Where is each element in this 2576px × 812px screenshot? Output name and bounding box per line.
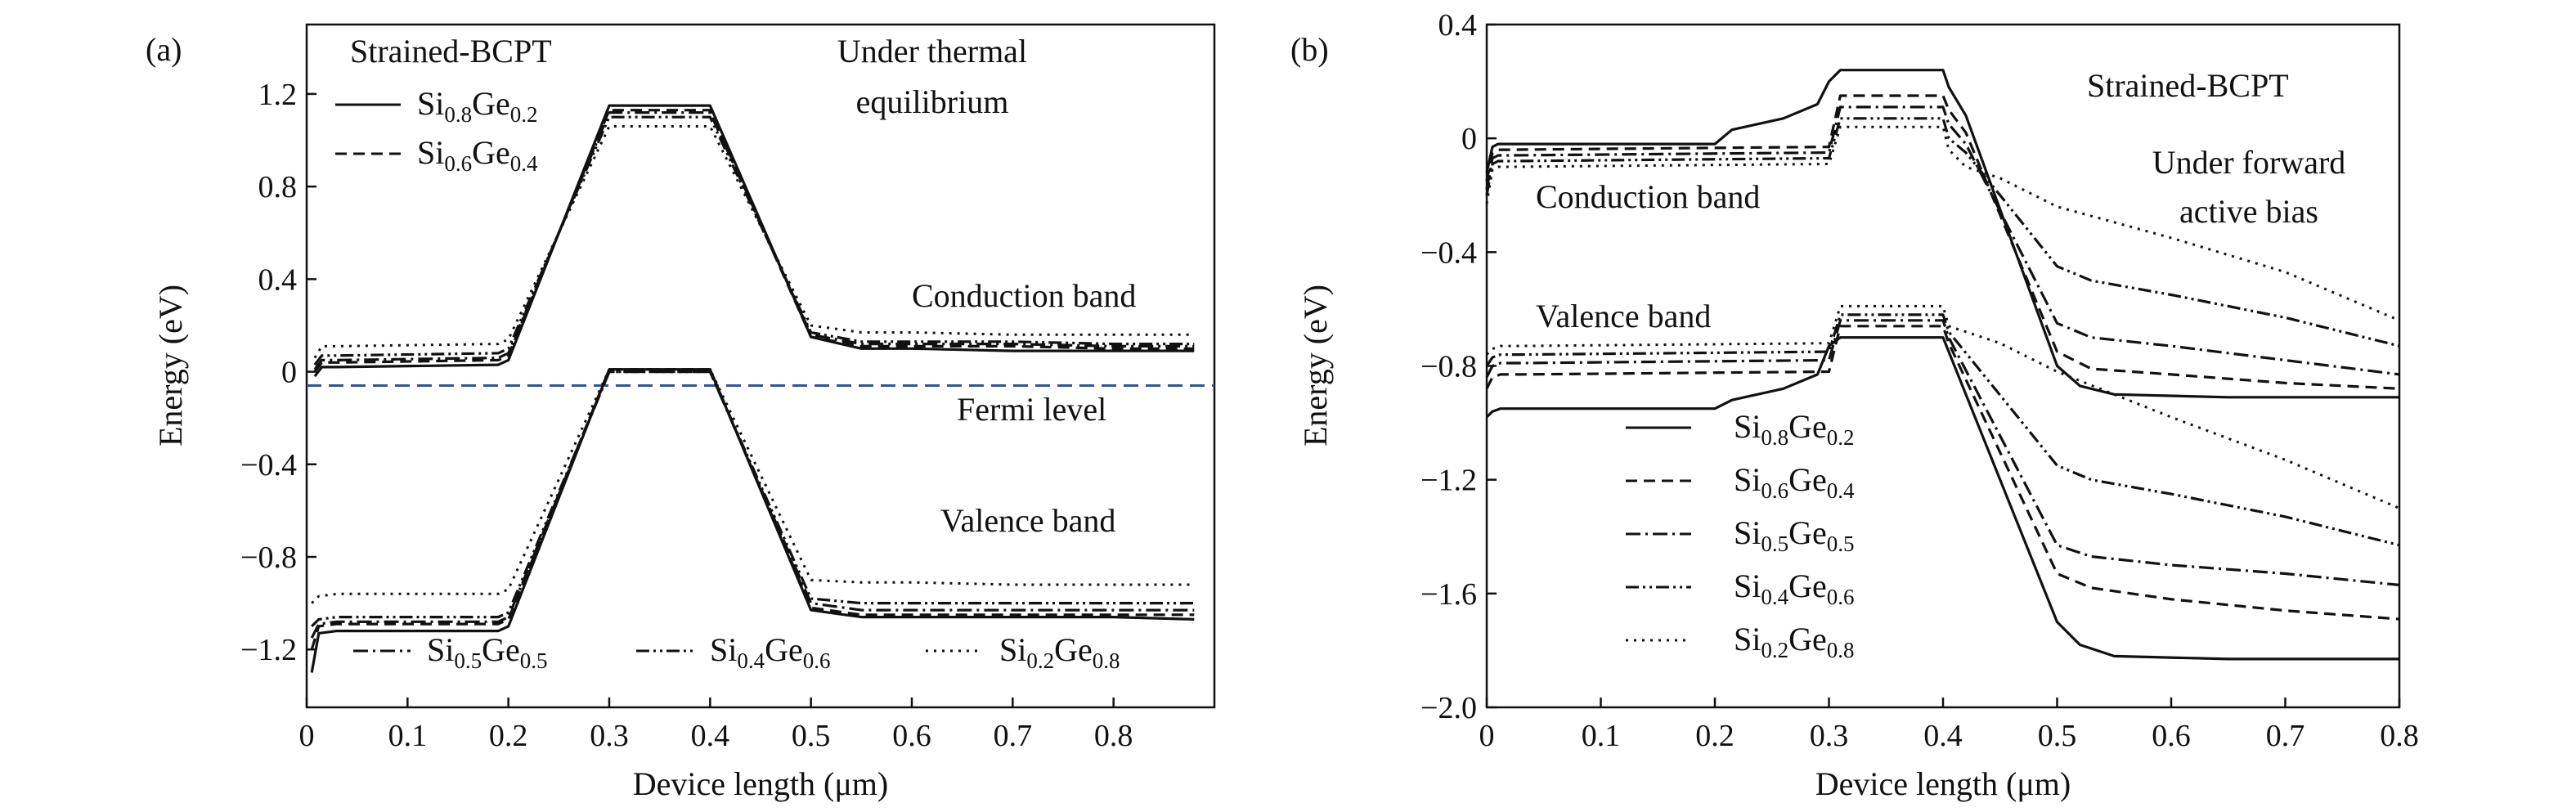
x-tick-label: 0.4 bbox=[691, 719, 730, 753]
x-tick-label: 0.5 bbox=[792, 719, 831, 753]
x-axis-ticks: 0 0.1 0.2 0.3 0.4 0.5 0.6 0.7 0.8 bbox=[299, 698, 1133, 753]
x-tick-label: 0.7 bbox=[994, 719, 1033, 753]
y-axis-ticks: 0.4 0 −0.4 −0.8 −1.2 −1.6 −2.0 bbox=[1420, 8, 1497, 725]
x-tick-label: 0.3 bbox=[590, 719, 629, 753]
x-tick-label: 0.7 bbox=[2266, 719, 2305, 753]
legend-item: Si0.6Ge0.4 bbox=[335, 134, 538, 176]
panel-b: (b) 0.40−0.4−0.8−1.2−1.6−2.0 0 0.1 0.2 0.3 0… bbox=[1290, 8, 2419, 802]
panel-a: (a) 1.2 0.8 0.4 0 −0.4 −0.8 −1.2 0 0.1 0.2 0.3 0.4… bbox=[146, 23, 1216, 802]
fermi-level-label: Fermi level bbox=[957, 391, 1106, 428]
valence-band-label: Valence band bbox=[1536, 298, 1711, 334]
y-tick-label: 0.4 bbox=[1438, 8, 1478, 43]
x-axis-label: Device length (μm) bbox=[633, 765, 888, 802]
x-tick-label: 0.1 bbox=[388, 719, 428, 753]
series-line-valence bbox=[1485, 304, 2400, 509]
series-line-conduction bbox=[313, 115, 1195, 366]
series-line-valence bbox=[1485, 336, 2399, 661]
legend-item: Si0.2Ge0.8 bbox=[926, 631, 1120, 673]
x-tick-label: 0.2 bbox=[489, 719, 528, 753]
x-tick-label: 0.3 bbox=[1810, 719, 1849, 753]
y-tick-label: 0 bbox=[1461, 122, 1477, 156]
plot-series bbox=[310, 104, 1195, 673]
y-tick-label: −0.8 bbox=[240, 541, 297, 575]
x-tick-label: 0.6 bbox=[892, 719, 931, 753]
series-line-conduction bbox=[1485, 105, 2400, 376]
series-line-conduction bbox=[1485, 117, 2400, 348]
y-axis-label: Energy (eV) bbox=[1297, 285, 1334, 446]
y-tick-label: 1.2 bbox=[258, 78, 298, 112]
plot-frame bbox=[1485, 23, 2401, 709]
y-tick-label: −0.4 bbox=[240, 448, 297, 482]
legend-item: Si0.2Ge0.8 bbox=[1626, 621, 1855, 662]
device-annotation: Strained-BCPT bbox=[2087, 67, 2289, 104]
x-tick-label: 0.4 bbox=[1923, 719, 1963, 753]
y-tick-label: −1.2 bbox=[240, 633, 297, 667]
y-tick-label: 0.4 bbox=[258, 262, 298, 297]
series-line-valence bbox=[311, 370, 1195, 628]
legend-label: Si0.4Ge0.6 bbox=[710, 631, 831, 673]
x-tick-label: 0.8 bbox=[2380, 719, 2419, 753]
x-tick-label: 0 bbox=[299, 719, 315, 753]
legend-item: Si0.4Ge0.6 bbox=[636, 631, 831, 673]
condition-annotation-line1: Under forward bbox=[2152, 144, 2346, 181]
legend-label: Si0.6Ge0.4 bbox=[417, 134, 538, 176]
series-line-conduction bbox=[313, 111, 1195, 370]
y-tick-label: −0.4 bbox=[1420, 236, 1477, 270]
series-line-conduction bbox=[1485, 94, 2400, 390]
legend-label: Si0.8Ge0.2 bbox=[1734, 408, 1855, 450]
series-line-conduction bbox=[313, 109, 1195, 373]
y-tick-label: 0.8 bbox=[258, 170, 298, 204]
x-tick-label: 0.1 bbox=[1582, 719, 1621, 753]
legend-item: Si0.4Ge0.6 bbox=[1626, 568, 1855, 609]
series-line-conduction bbox=[1485, 125, 2400, 322]
plot-frame bbox=[305, 23, 1216, 709]
series-line-valence bbox=[1485, 325, 2400, 621]
device-annotation: Strained-BCPT bbox=[350, 33, 552, 70]
legend-label: Si0.5Ge0.5 bbox=[1734, 514, 1855, 556]
series-line-valence bbox=[1485, 319, 2400, 586]
y-tick-label: −1.2 bbox=[1420, 464, 1477, 498]
legend-item: Si0.8Ge0.2 bbox=[1626, 408, 1855, 450]
series-line-conduction bbox=[1485, 69, 2399, 399]
conduction-band-label: Conduction band bbox=[912, 277, 1136, 314]
x-tick-label: 0.8 bbox=[1094, 719, 1133, 753]
legend-item: Si0.8Ge0.2 bbox=[335, 85, 538, 127]
y-tick-label: −2.0 bbox=[1420, 691, 1477, 725]
legend-item: Si0.5Ge0.5 bbox=[353, 631, 548, 673]
legend: Si0.8Ge0.2 Si0.6Ge0.4 Si0.5Ge0.5 Si0.4Ge0.6… bbox=[1626, 408, 1855, 662]
legend-label: Si0.2Ge0.8 bbox=[1734, 621, 1855, 662]
x-tick-label: 0.6 bbox=[2152, 719, 2191, 753]
condition-annotation-line2: active bias bbox=[2179, 193, 2318, 230]
y-tick-label: 0 bbox=[281, 356, 297, 390]
series-line-valence bbox=[1485, 313, 2400, 547]
condition-annotation-line1: Under thermal bbox=[837, 33, 1027, 70]
series-line-conduction bbox=[313, 104, 1195, 378]
conduction-band-label: Conduction band bbox=[1536, 178, 1760, 215]
legend-label: Si0.2Ge0.8 bbox=[999, 631, 1120, 673]
legend-label: Si0.6Ge0.4 bbox=[1734, 461, 1855, 503]
x-tick-label: 0.5 bbox=[2038, 719, 2077, 753]
series-line-valence bbox=[310, 368, 1195, 650]
y-axis-ticks: 1.2 0.8 0.4 0 −0.4 −0.8 −1.2 bbox=[240, 78, 316, 667]
y-tick-label: −0.8 bbox=[1420, 350, 1477, 384]
x-axis-ticks: 0 0.1 0.2 0.3 0.4 0.5 0.6 0.7 0.8 bbox=[1479, 698, 2419, 753]
legend-label: Si0.4Ge0.6 bbox=[1734, 568, 1855, 609]
legend-label: Si0.5Ge0.5 bbox=[427, 631, 548, 673]
legend-item: Si0.5Ge0.5 bbox=[1626, 514, 1855, 556]
legend-label: Si0.8Ge0.2 bbox=[417, 85, 538, 127]
plot-series bbox=[1485, 69, 2400, 661]
panel-label: (b) bbox=[1290, 31, 1329, 68]
legend: Si0.8Ge0.2 Si0.6Ge0.4 Si0.5Ge0.5 Si0.4Ge0.6… bbox=[335, 85, 1120, 673]
legend-item: Si0.6Ge0.4 bbox=[1626, 461, 1855, 503]
panel-label: (a) bbox=[146, 31, 182, 68]
valence-band-label: Valence band bbox=[940, 502, 1115, 539]
y-axis-label: Energy (eV) bbox=[152, 285, 189, 446]
x-tick-label: 0.2 bbox=[1695, 719, 1735, 753]
y-tick-label: −1.6 bbox=[1420, 577, 1477, 612]
x-axis-label: Device length (μm) bbox=[1815, 765, 2071, 802]
condition-annotation-line2: equilibrium bbox=[856, 83, 1009, 120]
x-tick-label: 0 bbox=[1479, 719, 1495, 753]
